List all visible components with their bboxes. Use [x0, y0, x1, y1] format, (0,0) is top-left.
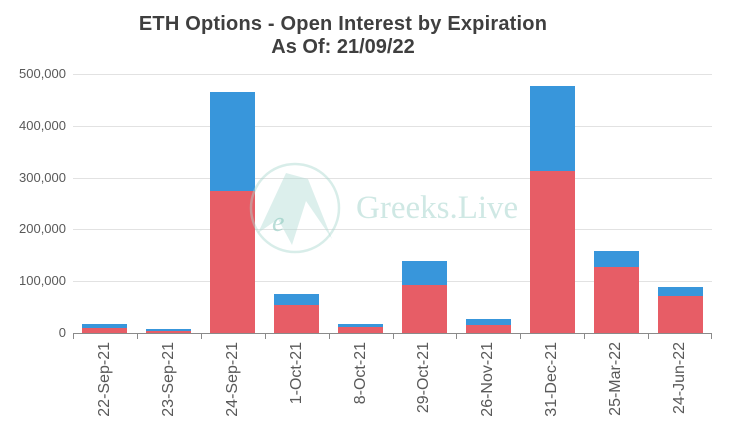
x-axis-tick: [456, 333, 458, 339]
bar-segment-red-29-Oct-21: [401, 285, 447, 333]
x-tick-label: 22-Sep-21: [95, 342, 113, 417]
bar-segment-red-8-Oct-21: [338, 326, 384, 333]
x-tick-label: 31-Dec-21: [543, 342, 561, 417]
x-tick-label: 25-Mar-22: [607, 342, 625, 416]
x-axis-tick: [200, 333, 202, 339]
x-tick-label: 24-Jun-22: [671, 342, 689, 415]
bar-segment-blue-29-Oct-21: [401, 261, 447, 286]
x-axis-tick: [328, 333, 330, 339]
bar-segment-red-26-Nov-21: [465, 324, 511, 333]
y-tick-label: 400,000: [19, 117, 66, 133]
x-tick-label: 1-Oct-21: [287, 342, 305, 405]
y-tick-label: 200,000: [19, 221, 66, 237]
gridline: [73, 74, 712, 75]
gridline: [73, 125, 712, 127]
bar-segment-blue-24-Jun-22: [657, 287, 703, 296]
bar-segment-blue-1-Oct-21: [274, 293, 320, 305]
bar-segment-blue-24-Sep-21: [210, 92, 256, 191]
chart-title: ETH Options - Open Interest by Expiratio…: [138, 13, 548, 35]
bar-segment-red-24-Jun-22: [657, 295, 703, 333]
x-axis-tick: [392, 333, 394, 339]
x-tick-label: 23-Sep-21: [159, 342, 177, 417]
bar-segment-red-25-Mar-22: [593, 266, 639, 333]
x-axis-tick: [711, 333, 712, 339]
x-axis-tick: [73, 333, 74, 339]
y-tick-label: 300,000: [19, 169, 66, 185]
bar-segment-blue-31-Dec-21: [529, 86, 575, 171]
y-tick-label: 500,000: [19, 66, 66, 81]
gridline: [73, 229, 712, 231]
bar-segment-blue-8-Oct-21: [338, 323, 384, 327]
bar-segment-blue-23-Sep-21: [146, 328, 192, 331]
x-axis-tick: [136, 333, 138, 339]
bar-segment-red-23-Sep-21: [146, 330, 192, 333]
x-axis-tick: [520, 333, 522, 339]
x-axis-tick: [648, 333, 650, 339]
bar-segment-blue-22-Sep-21: [82, 323, 128, 328]
bar-segment-red-22-Sep-21: [82, 327, 128, 333]
bar-segment-red-24-Sep-21: [210, 190, 256, 333]
x-tick-label: 8-Oct-21: [351, 342, 369, 405]
y-tick-label: 100,000: [19, 273, 66, 289]
chart-subtitle: As Of: 21/09/22: [271, 36, 415, 58]
bar-segment-red-31-Dec-21: [529, 170, 575, 333]
x-axis-tick: [584, 333, 586, 339]
gridline: [73, 177, 712, 179]
bar-segment-blue-25-Mar-22: [593, 250, 639, 267]
x-tick-label: 29-Oct-21: [415, 342, 433, 414]
bar-segment-red-1-Oct-21: [274, 304, 320, 333]
bar-segment-blue-26-Nov-21: [465, 319, 511, 325]
gridline: [73, 281, 712, 283]
y-tick-label: 0: [58, 325, 66, 340]
plot-area: [73, 74, 712, 339]
x-axis-tick: [264, 333, 266, 339]
x-tick-label: 24-Sep-21: [223, 342, 241, 417]
x-tick-label: 26-Nov-21: [479, 342, 497, 417]
